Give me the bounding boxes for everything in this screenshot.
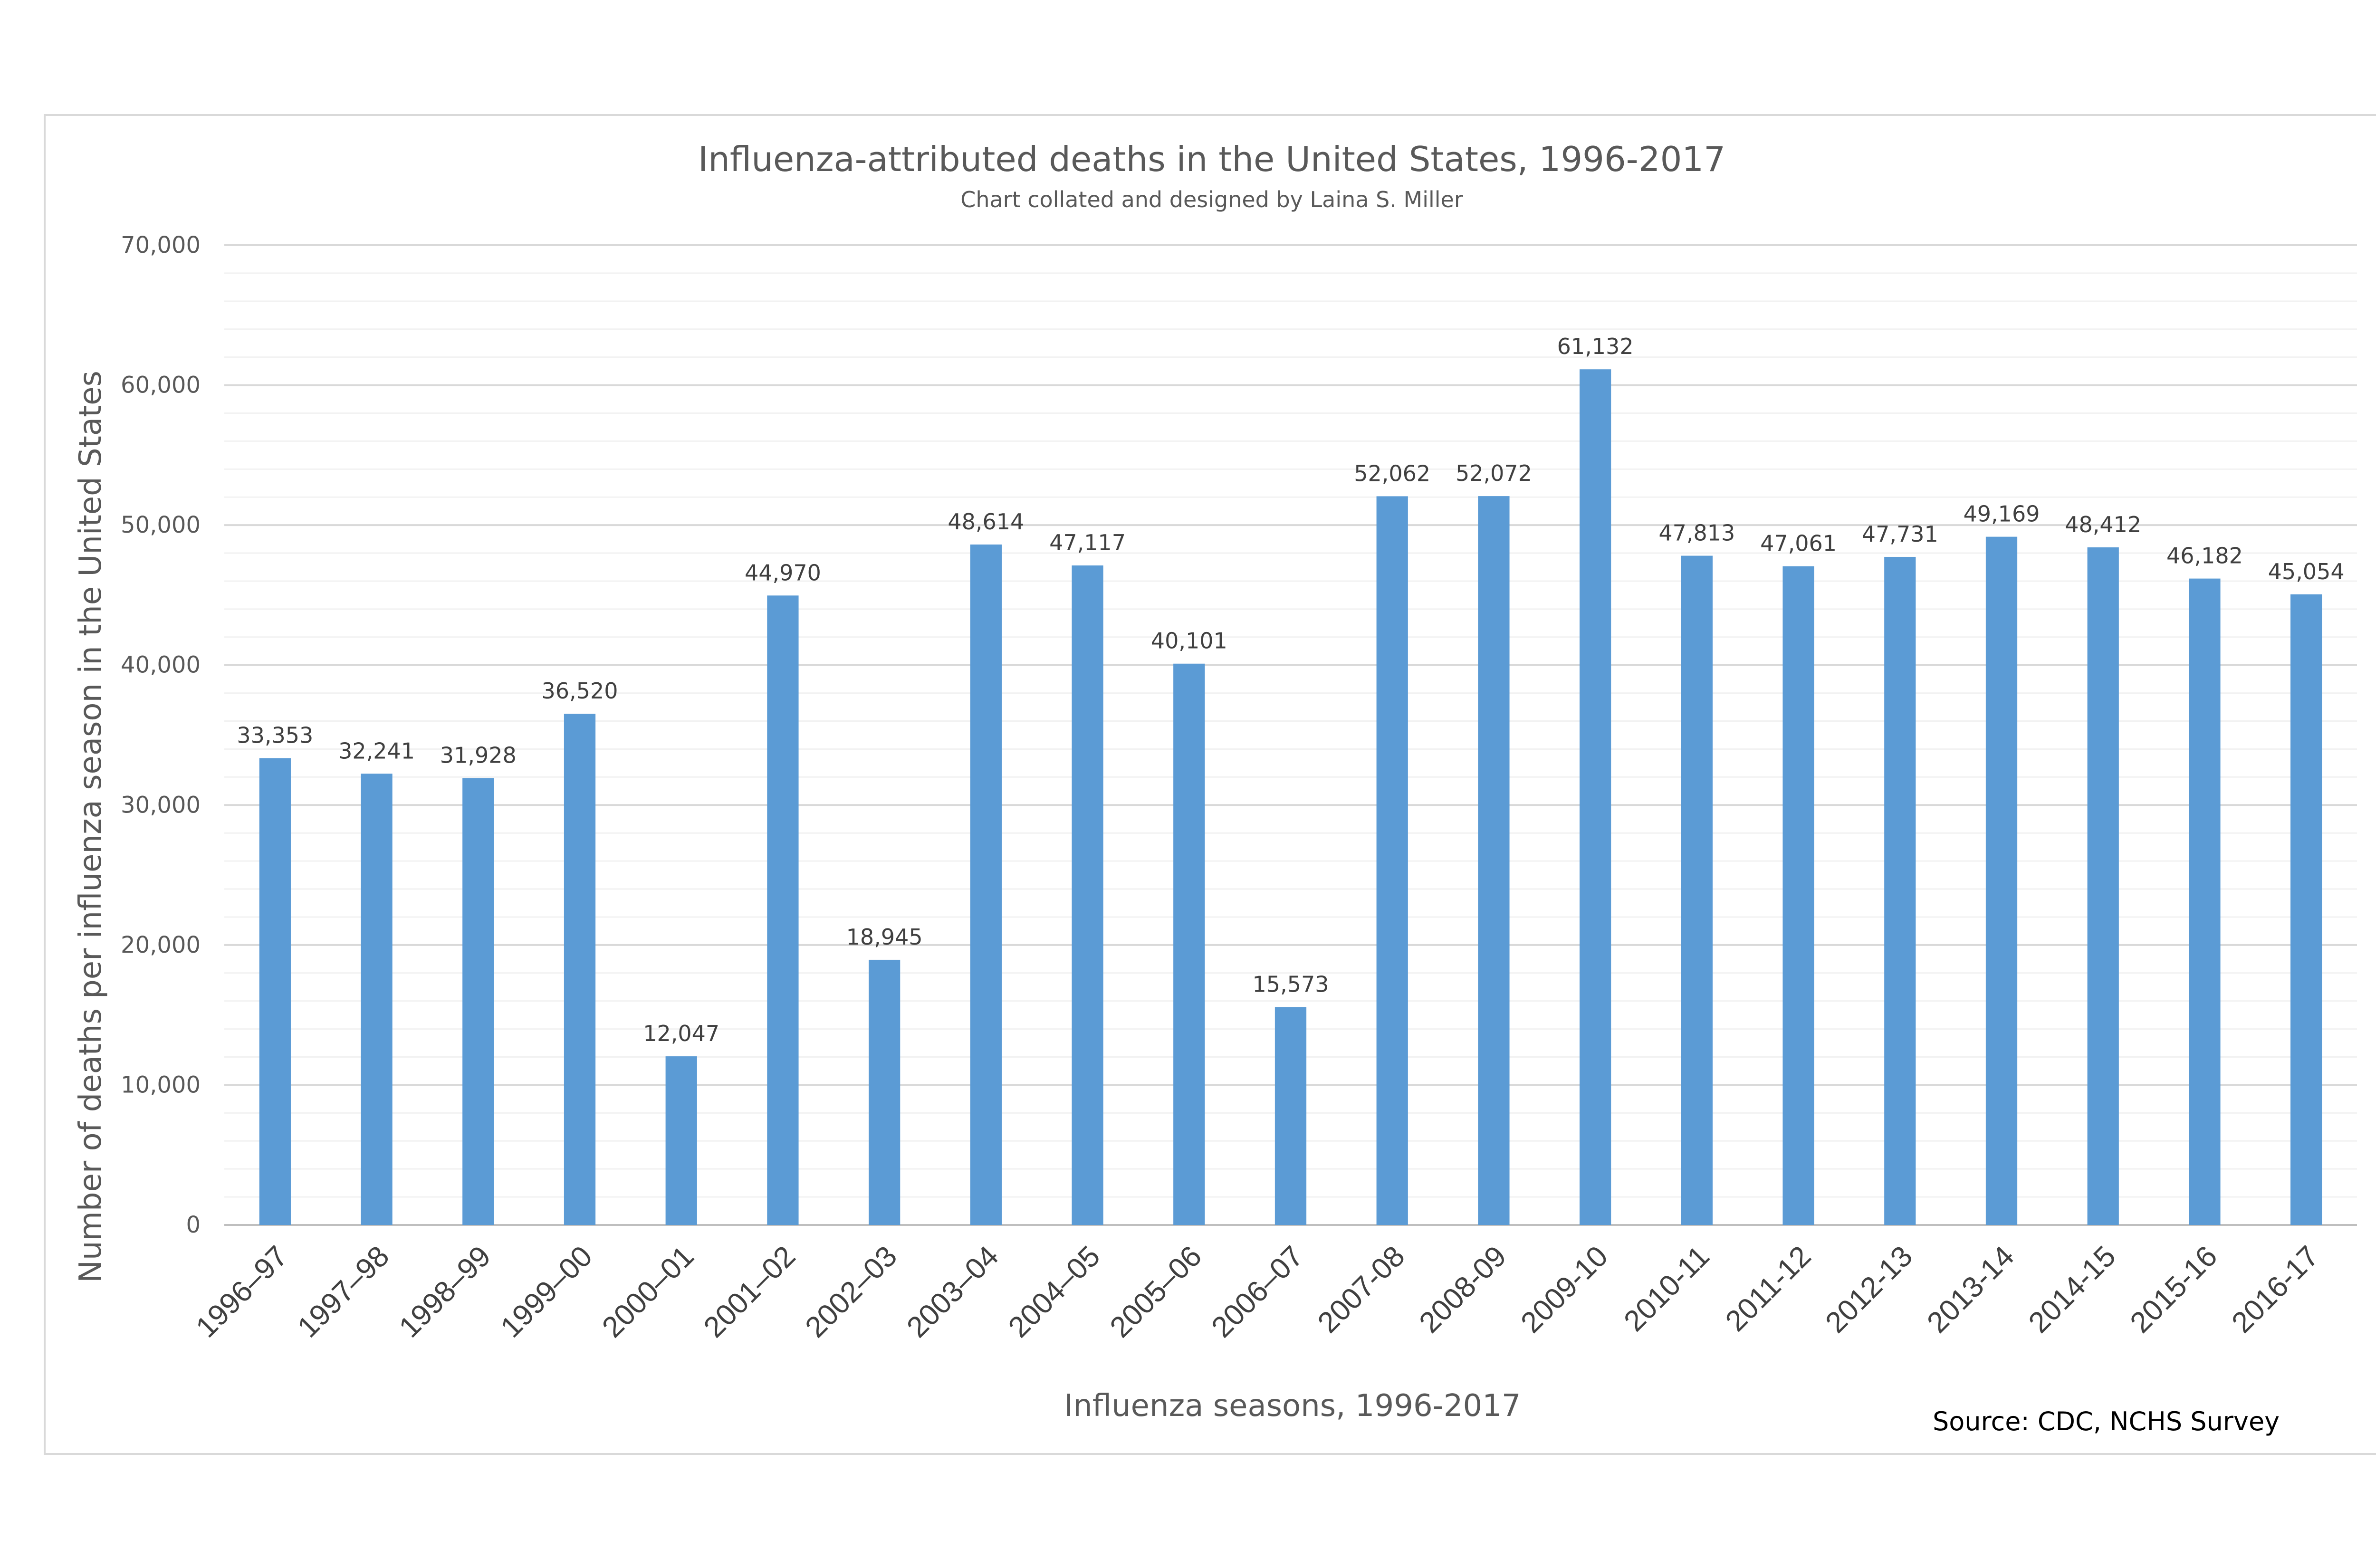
x-tick-label: 2002–03 xyxy=(799,1240,903,1344)
bar xyxy=(1376,496,1408,1225)
x-tick-label: 2016-17 xyxy=(2225,1240,2325,1339)
x-tick-label: 1999–00 xyxy=(494,1240,598,1344)
data-label: 48,412 xyxy=(2065,512,2141,537)
y-tick-label: 50,000 xyxy=(121,512,201,538)
data-label: 44,970 xyxy=(745,560,821,585)
data-label: 52,072 xyxy=(1456,460,1532,486)
bar xyxy=(259,758,291,1225)
data-label: 47,731 xyxy=(1862,521,1938,547)
data-label: 46,182 xyxy=(2166,543,2243,569)
bar xyxy=(2189,578,2221,1225)
x-tick-label: 2000–01 xyxy=(596,1240,700,1344)
x-axis-ticks: 1996–971997–981998–991999–002000–012001–… xyxy=(190,1240,2325,1344)
data-label: 47,813 xyxy=(1658,520,1735,546)
x-tick-label: 2009-10 xyxy=(1514,1240,1614,1339)
data-label: 49,169 xyxy=(1964,501,2040,527)
bar xyxy=(1782,566,1814,1225)
data-label: 45,054 xyxy=(2268,559,2345,584)
x-tick-label: 2014-15 xyxy=(2022,1240,2122,1339)
data-label: 12,047 xyxy=(643,1021,719,1046)
bar xyxy=(2087,547,2119,1225)
data-label: 47,061 xyxy=(1760,531,1837,556)
data-label: 47,117 xyxy=(1049,530,1126,555)
data-label: 32,241 xyxy=(338,738,415,764)
y-tick-label: 40,000 xyxy=(121,652,201,679)
bar xyxy=(970,544,1002,1225)
data-label: 48,614 xyxy=(948,509,1024,535)
bar xyxy=(1985,536,2018,1225)
x-tick-label: 2007-08 xyxy=(1312,1240,1411,1339)
data-label: 61,132 xyxy=(1557,334,1634,359)
bar xyxy=(1478,496,1510,1225)
y-tick-label: 30,000 xyxy=(121,792,201,818)
data-labels: 33,353 32,241 31,928 36,520 12,047 44,970 18,9… xyxy=(237,334,2344,1046)
x-tick-label: 2011-12 xyxy=(1719,1240,1817,1338)
bar xyxy=(1274,1007,1307,1225)
x-tick-label: 2015-16 xyxy=(2124,1240,2224,1339)
bar xyxy=(361,774,393,1225)
bar xyxy=(564,714,596,1225)
x-tick-label: 2013-14 xyxy=(1921,1240,2021,1339)
y-tick-label: 10,000 xyxy=(121,1071,201,1098)
bar xyxy=(869,959,901,1225)
data-label: 40,101 xyxy=(1151,628,1227,654)
data-label: 31,928 xyxy=(440,742,517,768)
x-tick-label: 2004–05 xyxy=(1002,1240,1106,1344)
data-label: 18,945 xyxy=(846,924,923,950)
x-tick-label: 2001–02 xyxy=(698,1240,802,1344)
x-tick-label: 2006–07 xyxy=(1205,1240,1309,1344)
y-tick-label: 0 xyxy=(186,1212,201,1238)
x-axis-label: Influenza seasons, 1996-2017 xyxy=(1064,1388,1521,1424)
y-axis-ticks: 0 10,000 20,000 30,000 40,000 50,000 60,000 70,… xyxy=(121,232,201,1238)
bar xyxy=(767,595,799,1225)
bar xyxy=(1173,663,1205,1225)
bar xyxy=(2290,594,2322,1225)
bar xyxy=(1580,369,1611,1225)
data-label: 33,353 xyxy=(237,723,313,748)
bar xyxy=(665,1056,697,1225)
data-label: 52,062 xyxy=(1354,460,1430,486)
x-tick-label: 1996–97 xyxy=(190,1240,294,1344)
x-tick-label: 2010-11 xyxy=(1618,1240,1715,1338)
source-note: Source: CDC, NCHS Survey xyxy=(1933,1406,2280,1436)
x-tick-label: 2012-13 xyxy=(1819,1240,1919,1339)
y-tick-label: 60,000 xyxy=(121,372,201,399)
x-tick-label: 1998–99 xyxy=(393,1240,497,1344)
chart-subtitle: Chart collated and designed by Laina S. … xyxy=(960,187,1463,212)
bar xyxy=(462,778,494,1225)
bar xyxy=(1884,556,1916,1225)
bar xyxy=(1681,555,1713,1225)
x-tick-label: 2003–04 xyxy=(901,1240,1005,1344)
x-tick-label: 1997–98 xyxy=(291,1240,395,1344)
y-tick-label: 20,000 xyxy=(121,932,201,958)
x-tick-label: 2008-09 xyxy=(1413,1240,1513,1339)
chart-title: Influenza-attributed deaths in the Unite… xyxy=(698,139,1725,179)
y-axis-label: Number of deaths per influenza season in… xyxy=(73,371,108,1283)
data-label: 15,573 xyxy=(1253,971,1329,997)
bar xyxy=(1072,565,1103,1225)
data-label: 36,520 xyxy=(542,678,618,704)
y-tick-label: 70,000 xyxy=(121,232,201,258)
x-tick-label: 2005–06 xyxy=(1104,1240,1208,1344)
bars xyxy=(259,369,2322,1225)
